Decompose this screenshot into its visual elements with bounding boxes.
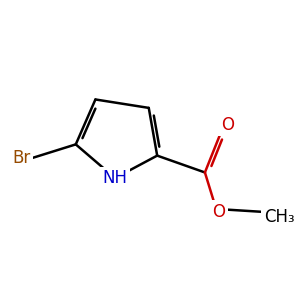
Text: CH₃: CH₃	[264, 208, 295, 226]
Text: O: O	[212, 203, 225, 221]
Text: Br: Br	[13, 149, 31, 167]
Text: NH: NH	[103, 169, 128, 187]
Text: O: O	[221, 116, 234, 134]
